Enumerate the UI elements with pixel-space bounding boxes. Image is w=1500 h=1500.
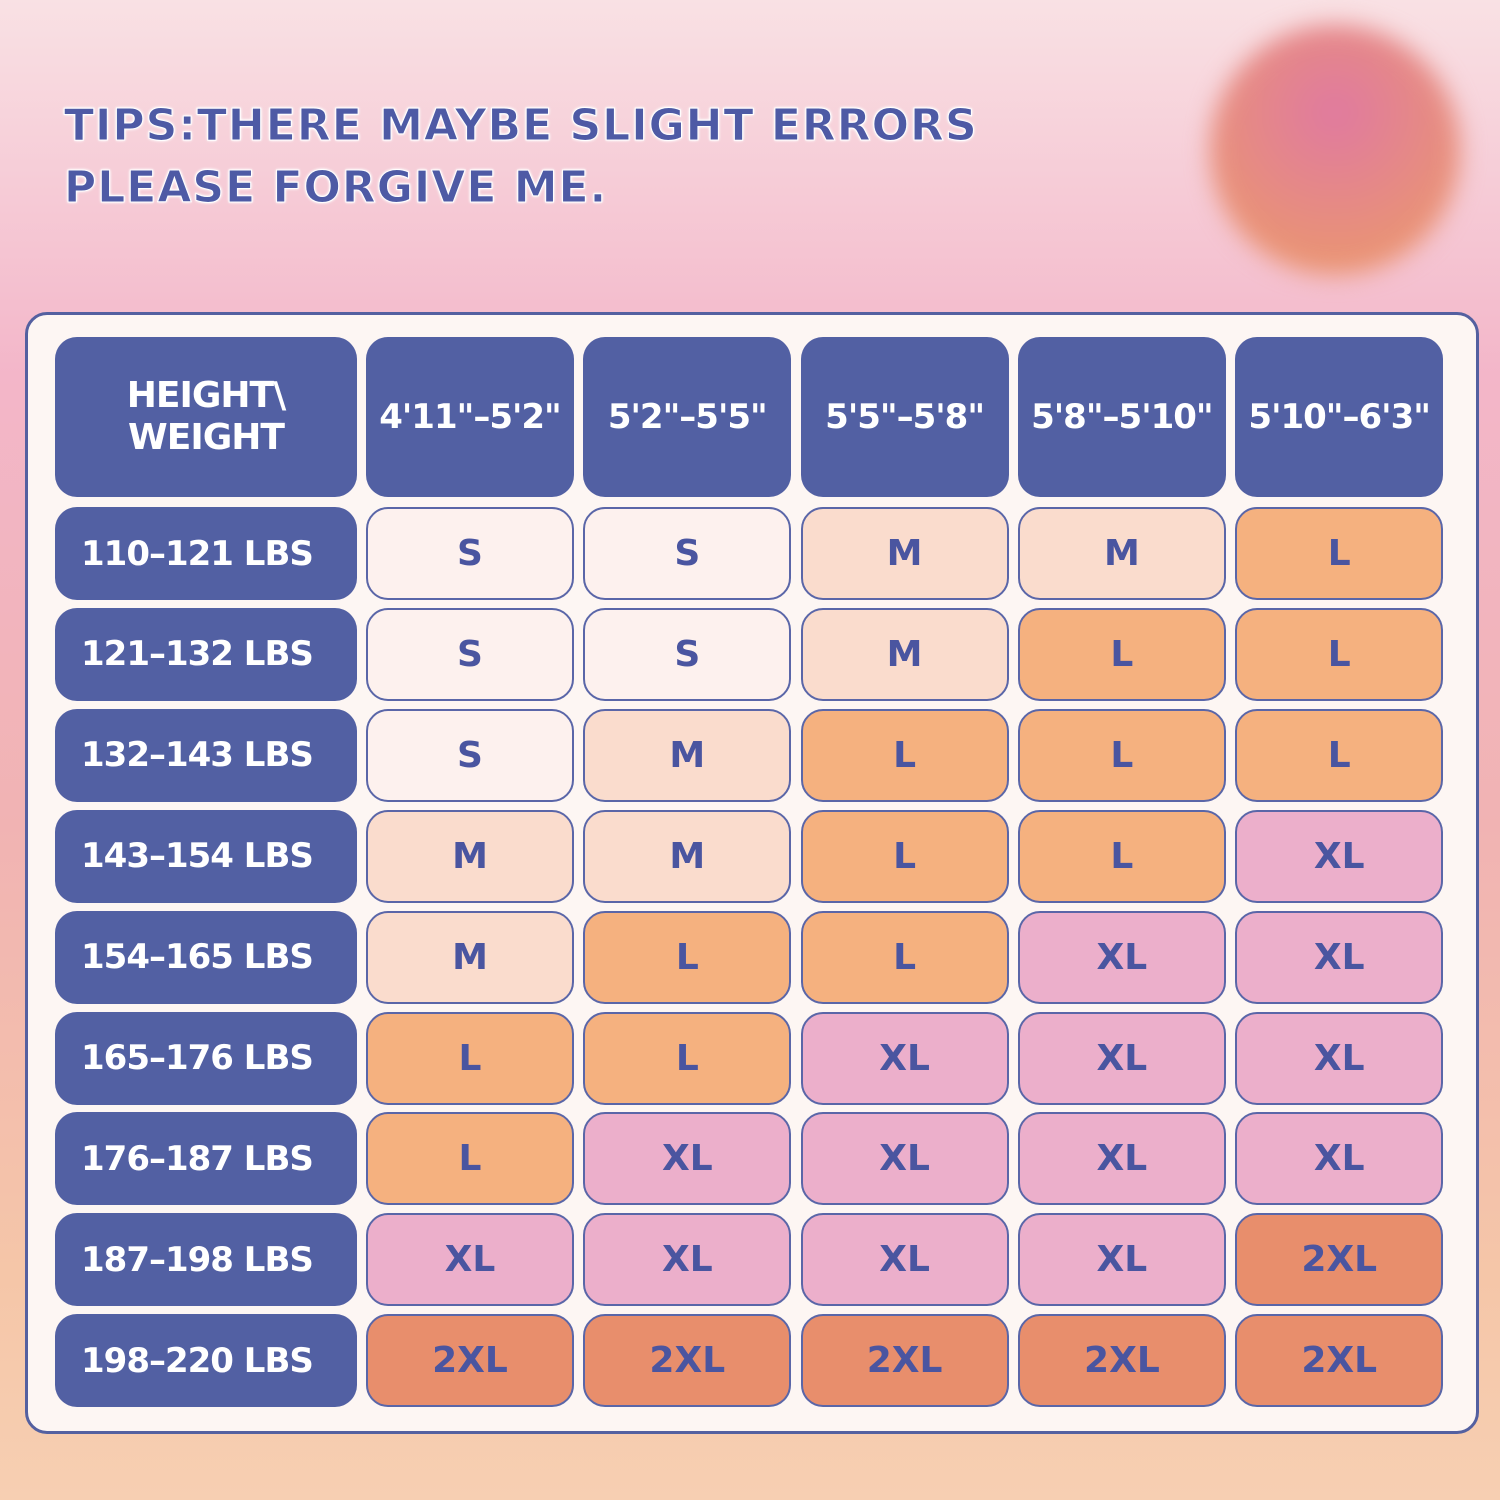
size-cell: 2XL	[1235, 1314, 1444, 1408]
size-cell: L	[1017, 809, 1226, 903]
size-cell: L	[1017, 708, 1226, 802]
size-cell: S	[366, 607, 574, 701]
size-cell: L	[1235, 708, 1444, 802]
tips: TIPS:THERE MAYBE SLIGHT ERRORS PLEASE FO…	[64, 95, 978, 219]
row-header: 132–143 LBS	[55, 708, 357, 802]
size-cell: L	[366, 1011, 574, 1105]
size-cell: XL	[1017, 1112, 1226, 1206]
tips-line: PLEASE FORGIVE ME.	[64, 162, 608, 214]
size-cell: M	[366, 809, 574, 903]
size-cell: XL	[583, 1112, 792, 1206]
row-header: 110–121 LBS	[55, 507, 357, 600]
size-cell: XL	[366, 1213, 574, 1307]
size-cell: L	[1235, 507, 1444, 600]
corner-header: HEIGHT\ WEIGHT	[55, 337, 357, 497]
size-cell: S	[366, 708, 574, 802]
corner-text: WEIGHT	[128, 417, 285, 458]
size-cell: M	[800, 507, 1009, 600]
size-cell: 2XL	[800, 1314, 1009, 1408]
row-header: 187–198 LBS	[55, 1213, 357, 1307]
size-cell: M	[583, 809, 792, 903]
size-cell: L	[800, 910, 1009, 1004]
size-cell: 2XL	[583, 1314, 792, 1408]
size-cell: XL	[1017, 1011, 1226, 1105]
decor-blob	[1210, 25, 1460, 275]
size-cell: S	[366, 507, 574, 600]
size-cell: M	[583, 708, 792, 802]
size-cell: L	[800, 708, 1009, 802]
corner-text: HEIGHT\	[126, 375, 286, 416]
size-cell: 2XL	[1017, 1314, 1226, 1408]
row-header: 154–165 LBS	[55, 910, 357, 1004]
size-cell: XL	[1235, 910, 1444, 1004]
size-cell: XL	[1235, 809, 1444, 903]
column-header: 5'8"–5'10"	[1017, 337, 1226, 497]
row-header: 176–187 LBS	[55, 1112, 357, 1206]
size-cell: S	[583, 507, 792, 600]
size-cell: XL	[800, 1011, 1009, 1105]
size-cell: XL	[1017, 910, 1226, 1004]
size-cell: XL	[1235, 1112, 1444, 1206]
column-header: 4'11"–5'2"	[366, 337, 574, 497]
column-header: 5'5"–5'8"	[800, 337, 1009, 497]
size-cell: 2XL	[1235, 1213, 1444, 1307]
tips-line: TIPS:THERE MAYBE SLIGHT ERRORS	[64, 100, 978, 152]
row-header: 198–220 LBS	[55, 1314, 357, 1408]
column-header: 5'10"–6'3"	[1235, 337, 1444, 497]
row-header: 165–176 LBS	[55, 1011, 357, 1105]
row-header: 121–132 LBS	[55, 607, 357, 701]
size-cell: XL	[800, 1112, 1009, 1206]
size-cell: L	[1017, 607, 1226, 701]
column-header: 5'2"–5'5"	[583, 337, 792, 497]
row-header: 143–154 LBS	[55, 809, 357, 903]
size-cell: XL	[583, 1213, 792, 1307]
size-cell: L	[1235, 607, 1444, 701]
size-cell: M	[366, 910, 574, 1004]
size-cell: L	[583, 910, 792, 1004]
size-cell: XL	[1017, 1213, 1226, 1307]
size-cell: XL	[1235, 1011, 1444, 1105]
size-cell: L	[366, 1112, 574, 1206]
size-cell: 2XL	[366, 1314, 574, 1408]
size-cell: M	[1017, 507, 1226, 600]
size-cell: XL	[800, 1213, 1009, 1307]
size-cell: S	[583, 607, 792, 701]
size-cell: L	[583, 1011, 792, 1105]
size-cell: L	[800, 809, 1009, 903]
size-cell: M	[800, 607, 1009, 701]
